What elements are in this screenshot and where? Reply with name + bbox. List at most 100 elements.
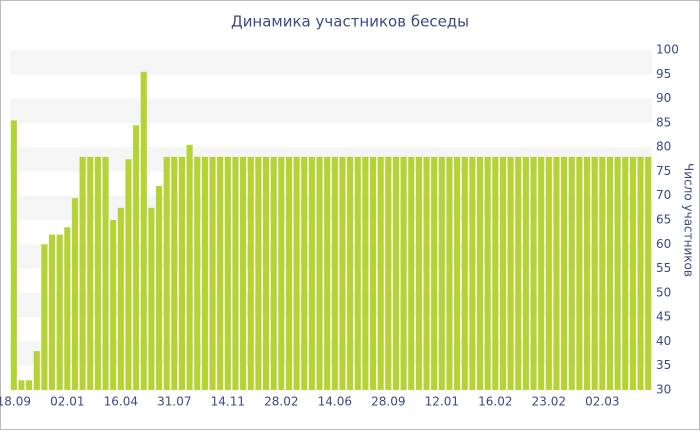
bar (530, 156, 537, 390)
bar (33, 351, 40, 390)
bar (262, 156, 270, 390)
bar (591, 156, 598, 390)
bar (94, 156, 101, 390)
bar (392, 156, 400, 390)
bar (186, 144, 193, 390)
bar (461, 156, 468, 390)
bar (301, 156, 308, 390)
bar (293, 156, 300, 390)
bar (423, 156, 430, 390)
bar (278, 156, 285, 390)
bar (64, 227, 71, 390)
grid-band (10, 341, 652, 366)
x-tick-label: 14.06 (318, 395, 352, 409)
grid-band (10, 292, 652, 318)
bar (415, 156, 422, 390)
bar (645, 156, 652, 390)
grid-band (10, 244, 652, 269)
bar (438, 156, 445, 390)
bar (18, 380, 25, 390)
bar (568, 156, 575, 390)
x-tick-label: 28.02 (264, 395, 298, 409)
bar (255, 156, 262, 390)
grid-band (10, 195, 652, 220)
bar (148, 207, 155, 390)
y-tick-label: 45 (656, 310, 671, 324)
bar (125, 159, 132, 390)
bar (369, 156, 377, 390)
bar (201, 156, 208, 390)
x-tick-label: 16.02 (478, 395, 512, 409)
bar (102, 156, 109, 390)
y-tick-label: 55 (656, 261, 671, 275)
bar (48, 234, 56, 390)
bar (545, 156, 552, 390)
bar (538, 156, 545, 390)
bar (56, 234, 63, 390)
bar (155, 186, 163, 390)
bar (324, 156, 331, 390)
y-tick-label: 60 (656, 237, 671, 251)
bar (79, 156, 86, 390)
bar (110, 220, 117, 390)
bar (140, 71, 147, 390)
x-tick-label: 12.01 (425, 395, 459, 409)
bar (553, 156, 560, 390)
y-tick-label: 65 (656, 213, 671, 227)
y-tick-label: 95 (656, 67, 671, 81)
bar (606, 156, 614, 390)
bar (178, 156, 186, 390)
bar (133, 125, 140, 391)
bar (71, 198, 79, 390)
bar (232, 156, 239, 390)
bar (515, 156, 522, 390)
bar (385, 156, 392, 390)
bar (285, 156, 293, 390)
bar (507, 156, 514, 390)
x-tick-label: 23.02 (532, 395, 566, 409)
bar (362, 156, 369, 390)
bar (454, 156, 461, 390)
bar (629, 156, 636, 390)
y-tick-label: 85 (656, 115, 671, 129)
bar (484, 156, 491, 390)
x-tick-label: 18.09 (0, 395, 31, 409)
x-tick-label: 02.03 (585, 395, 619, 409)
y-tick-label: 35 (656, 358, 671, 372)
bar (270, 156, 277, 390)
y-tick-label: 50 (656, 285, 671, 299)
bar (408, 156, 415, 390)
bar (331, 156, 338, 390)
x-tick-label: 28.09 (371, 395, 405, 409)
grid-band (10, 50, 652, 75)
bar (476, 156, 484, 390)
y-tick-label: 40 (656, 334, 671, 348)
bar (347, 156, 354, 390)
bar (599, 156, 606, 390)
x-tick-label: 02.01 (50, 395, 84, 409)
grid-band (10, 147, 652, 172)
bar (400, 156, 407, 390)
bar (247, 156, 254, 390)
y-tick-label: 90 (656, 91, 671, 105)
bar (224, 156, 231, 390)
y-tick-label: 30 (656, 383, 671, 397)
x-tick-label: 16.04 (104, 395, 138, 409)
bar (576, 156, 583, 390)
bar (614, 156, 621, 390)
bar (637, 156, 644, 390)
chart-title: Динамика участников беседы (231, 13, 469, 31)
bar (469, 156, 476, 390)
x-tick-label: 14.11 (211, 395, 245, 409)
bar (446, 156, 453, 390)
bar (217, 156, 224, 390)
bar (622, 156, 629, 390)
grid-band (10, 98, 652, 123)
y-axis-label: Число участников (682, 163, 696, 277)
y-tick-label: 80 (656, 140, 671, 154)
y-tick-label: 75 (656, 164, 671, 178)
bar (41, 244, 48, 390)
x-tick-label: 31.07 (157, 395, 191, 409)
bar (583, 156, 591, 390)
